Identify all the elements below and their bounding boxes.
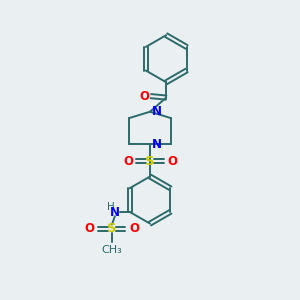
Text: N: N <box>110 206 120 219</box>
Text: CH₃: CH₃ <box>102 245 122 255</box>
Text: H: H <box>106 202 114 212</box>
Text: O: O <box>140 90 149 103</box>
Text: S: S <box>107 222 117 235</box>
Text: S: S <box>145 155 155 168</box>
Text: N: N <box>152 105 161 118</box>
Text: O: O <box>85 222 95 235</box>
Text: O: O <box>129 222 139 235</box>
Text: O: O <box>123 155 133 168</box>
Text: O: O <box>167 155 177 168</box>
Text: N: N <box>152 138 161 151</box>
